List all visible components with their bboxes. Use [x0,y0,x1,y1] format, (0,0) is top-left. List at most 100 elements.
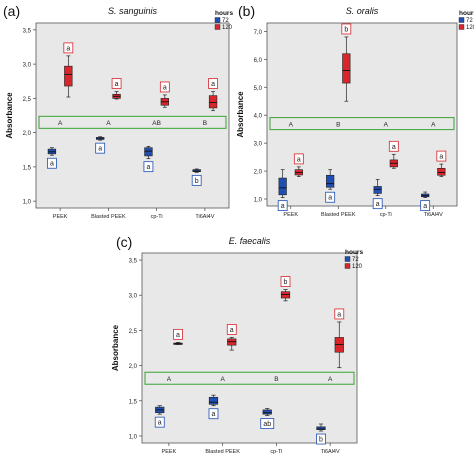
x-tick-label: PEEK [162,449,177,455]
significance-letter: a [115,81,119,88]
y-tick-label: 1,0 [129,434,138,440]
significance-box [191,174,202,186]
x-tick-label: Ti6Al4V [424,212,443,218]
y-tick-label: 1,0 [254,198,263,204]
legend-swatch [344,256,351,262]
comparison-letter: A [167,376,172,383]
significance-box [154,416,165,428]
significance-letter: b [344,26,348,33]
y-tick-label: 2,5 [23,97,32,103]
significance-letter: a [392,144,396,151]
y-axis-label: Absorbance [5,92,14,139]
y-axis-label: Absorbance [111,324,120,371]
significance-box [47,157,57,169]
significance-letter: ab [263,421,271,428]
significance-box [325,191,336,203]
box [437,167,446,176]
comparison-letter: A [106,120,111,127]
chart-title: S. sanguinis [108,6,158,16]
legend-swatch [214,24,221,30]
significance-letter: a [423,203,427,210]
x-tick-label: PEEK [53,214,68,220]
x-tick-label: PEEK [283,212,298,218]
significance-letter: a [158,420,162,427]
box [373,186,382,194]
significance-letter: a [50,161,54,168]
legend-title: hours [459,10,474,17]
y-tick-label: 1,5 [23,165,32,171]
legend-label: 72 [466,18,473,24]
significance-letter: b [284,279,288,286]
y-tick-label: 6,0 [254,58,263,64]
significance-box [341,23,352,35]
significance-letter: a [328,195,332,202]
comparison-letter: B [336,121,340,128]
x-tick-label: Ti6Al4V [195,214,214,220]
comparison-letter: A [431,121,436,128]
y-tick-label: 2,0 [254,170,263,176]
panel-letter-b: (b) [238,3,255,19]
chart-panel: E. faecalis 1,0 1,5 2,0 2,5 3,0 3,5 Absorbance P… [111,236,363,455]
legend-title: hours [345,249,363,256]
significance-letter: a [337,311,341,318]
legend-label: 72 [222,18,229,24]
y-tick-label: 7,0 [254,30,263,36]
y-tick-label: 4,0 [254,114,263,120]
significance-letter: a [66,45,70,52]
significance-box [280,276,291,287]
y-tick-label: 2,0 [129,364,138,370]
significance-letter: a [212,411,216,418]
significance-box [372,198,383,210]
y-tick-label: 2,0 [23,131,32,137]
significance-box [293,153,304,165]
comparison-letter: A [328,376,333,383]
comparison-letter: B [203,120,207,127]
y-tick-label: 3,0 [129,294,138,300]
x-tick-label: Blasted PEEK [321,212,356,218]
chart-title: E. faecalis [229,236,271,246]
y-axis-label: Absorbance [236,91,245,138]
significance-box [143,161,154,173]
comparison-letter: B [274,376,278,383]
significance-box [95,142,106,154]
comparison-letter: A [289,121,294,128]
comparison-letter: A [220,376,225,383]
significance-box [420,200,431,212]
x-tick-label: cp-Ti [270,449,282,455]
panel-letter-a: (a) [3,3,20,19]
comparison-band [38,115,227,129]
legend-swatch [458,17,465,23]
legend-swatch [214,17,221,23]
panel-letter-c: (c) [116,234,132,250]
significance-letter: a [281,203,285,210]
chart-title: S. oralis [346,6,379,16]
legend-label: 120 [222,25,233,31]
legend-swatch [344,263,351,269]
significance-letter: a [376,201,380,208]
chart-panel: S. sanguinis 1,0 1,5 2,0 2,5 3,0 3,5 Absorbance… [5,6,233,220]
comparison-band [144,371,355,385]
significance-letter: a [146,164,150,171]
significance-letter: b [319,437,323,444]
significance-box [63,42,74,54]
significance-box [334,308,345,320]
significance-letter: b [195,178,199,185]
plot-area [141,252,358,444]
significance-letter: a [439,154,443,161]
box [208,95,218,109]
plot-area [266,22,458,207]
significance-letter: a [98,146,102,153]
x-tick-label: cp-Ti [380,212,392,218]
y-tick-label: 3,0 [23,63,32,69]
box [64,65,73,87]
box [342,53,351,84]
legend-title: hours [215,10,233,17]
y-tick-label: 1,0 [23,200,32,206]
box [144,147,153,157]
chart-panel: S. oralis 1,0 2,0 3,0 4,0 5,0 6,0 7,0 Absorbance… [236,6,474,218]
significance-box [173,328,183,340]
significance-letter: a [163,84,167,91]
significance-box [208,78,218,89]
legend-label: 72 [352,257,359,263]
significance-box [436,150,447,162]
